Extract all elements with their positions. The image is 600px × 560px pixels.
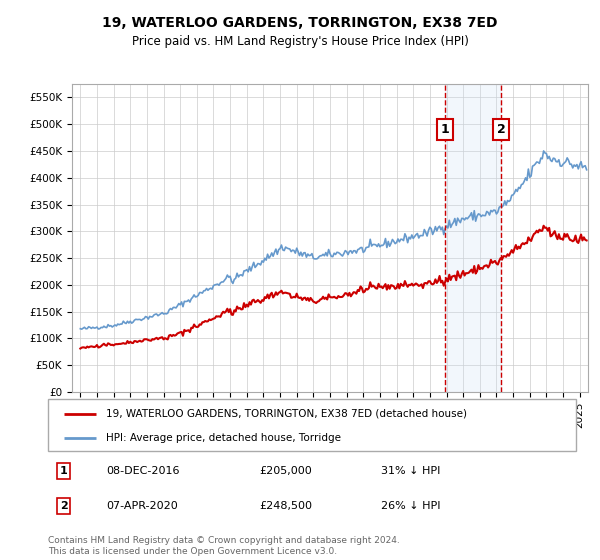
Text: 2: 2 [497,123,505,136]
Text: 1: 1 [60,466,68,476]
Text: 31% ↓ HPI: 31% ↓ HPI [380,466,440,476]
Text: 26% ↓ HPI: 26% ↓ HPI [380,501,440,511]
Text: Price paid vs. HM Land Registry's House Price Index (HPI): Price paid vs. HM Land Registry's House … [131,35,469,48]
Bar [445,84,501,392]
Text: 07-APR-2020: 07-APR-2020 [106,501,178,511]
Text: 2: 2 [60,501,68,511]
FancyBboxPatch shape [48,399,576,451]
Text: Contains HM Land Registry data © Crown copyright and database right 2024.
This d: Contains HM Land Registry data © Crown c… [48,536,400,556]
Text: £248,500: £248,500 [259,501,312,511]
Text: 19, WATERLOO GARDENS, TORRINGTON, EX38 7ED: 19, WATERLOO GARDENS, TORRINGTON, EX38 7… [102,16,498,30]
Text: 19, WATERLOO GARDENS, TORRINGTON, EX38 7ED (detached house): 19, WATERLOO GARDENS, TORRINGTON, EX38 7… [106,409,467,419]
Text: HPI: Average price, detached house, Torridge: HPI: Average price, detached house, Torr… [106,433,341,443]
Text: 1: 1 [441,123,450,136]
Text: £205,000: £205,000 [259,466,312,476]
Text: 08-DEC-2016: 08-DEC-2016 [106,466,179,476]
